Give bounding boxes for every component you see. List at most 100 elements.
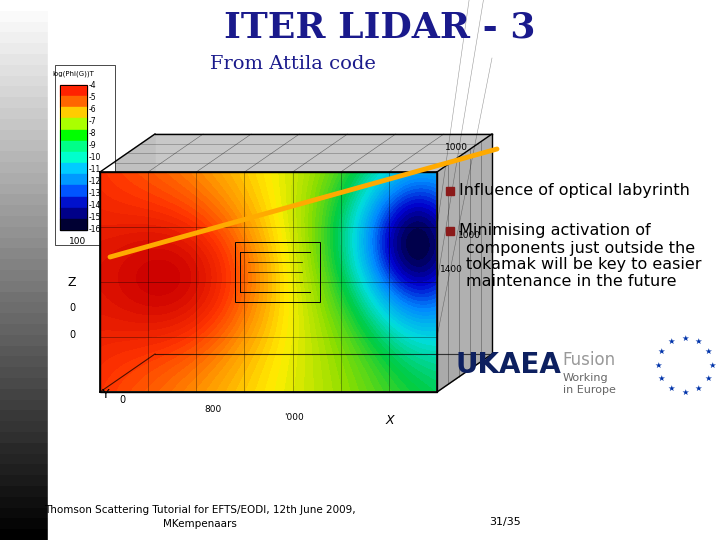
Text: maintenance in the future: maintenance in the future [466, 274, 677, 289]
Text: ★: ★ [681, 388, 689, 396]
Text: Minimising activation of: Minimising activation of [459, 224, 651, 239]
Bar [446, 187, 454, 195]
Point [0, 536, 6, 540]
Text: ITER LIDAR - 3: ITER LIDAR - 3 [224, 11, 536, 45]
Text: log(Phi(G))T: log(Phi(G))T [53, 71, 94, 77]
Text: components just outside the: components just outside the [466, 240, 695, 255]
Text: -4: -4 [89, 80, 96, 90]
Point [0, 536, 6, 540]
Point [0, 536, 6, 540]
Text: UKAEA: UKAEA [455, 351, 561, 379]
Point [0, 536, 6, 540]
Point [0, 536, 6, 540]
Point [0, 536, 6, 540]
Bar [60, 85, 87, 96]
Point [0, 536, 6, 540]
Bar [60, 219, 87, 230]
Point [0, 536, 6, 540]
Point [0, 536, 6, 540]
Point [0, 536, 6, 540]
Point [0, 536, 6, 540]
Point [0, 536, 6, 540]
Point [0, 536, 6, 540]
Point [0, 536, 6, 540]
Text: -11: -11 [89, 165, 102, 174]
Text: -16: -16 [89, 226, 102, 234]
Point [0, 536, 6, 540]
Point [0, 536, 6, 540]
Point [0, 536, 6, 540]
Point [0, 536, 6, 540]
Point [0, 536, 6, 540]
Point [0, 536, 6, 540]
Bar [55, 65, 115, 245]
Point [0, 536, 6, 540]
Text: ★: ★ [667, 384, 675, 393]
Point [0, 536, 6, 540]
Text: ★: ★ [708, 361, 716, 369]
Text: Working
in Europe: Working in Europe [563, 373, 616, 395]
Text: 800: 800 [204, 406, 222, 415]
Text: Z: Z [68, 275, 76, 288]
Point [0, 536, 6, 540]
Bar [60, 141, 87, 152]
Text: -13: -13 [89, 189, 102, 198]
Bar [60, 163, 87, 174]
Text: ★: ★ [658, 374, 665, 383]
Text: 1000: 1000 [445, 143, 468, 152]
Text: 1000: 1000 [458, 231, 481, 240]
Text: -7: -7 [89, 117, 96, 126]
Point [0, 536, 6, 540]
Bar [60, 96, 87, 107]
Point [0, 536, 6, 540]
Text: ★: ★ [695, 337, 702, 346]
Point [0, 536, 6, 540]
Point [0, 536, 6, 540]
Text: ★: ★ [705, 374, 712, 383]
Text: ★: ★ [658, 347, 665, 356]
Text: ★: ★ [695, 384, 702, 393]
Text: 0: 0 [69, 303, 75, 313]
Point [0, 536, 6, 540]
Point [0, 536, 6, 540]
Point [0, 536, 6, 540]
Point [0, 536, 6, 540]
Point [0, 536, 6, 540]
Text: -12: -12 [89, 177, 102, 186]
Text: Fusion: Fusion [562, 351, 615, 369]
Point [0, 536, 6, 540]
Polygon shape [100, 134, 155, 392]
Text: 0: 0 [119, 395, 125, 405]
Text: 1400: 1400 [440, 266, 463, 274]
Text: '000: '000 [284, 414, 304, 422]
Point [0, 536, 6, 540]
Bar [60, 130, 87, 141]
Point [0, 536, 6, 540]
Point [0, 536, 6, 540]
Point [0, 536, 6, 540]
Point [0, 536, 6, 540]
Point [0, 536, 6, 540]
Point [0, 536, 6, 540]
Point [0, 536, 6, 540]
Point [0, 536, 6, 540]
Point [0, 536, 6, 540]
Polygon shape [100, 354, 492, 392]
Point [0, 536, 6, 540]
Text: tokamak will be key to easier: tokamak will be key to easier [466, 258, 701, 273]
Polygon shape [100, 134, 492, 172]
Point [0, 536, 6, 540]
Text: -9: -9 [89, 141, 96, 150]
Point [0, 536, 6, 540]
Bar [60, 197, 87, 208]
Point [0, 536, 6, 540]
Text: ★: ★ [654, 361, 662, 369]
Text: -6: -6 [89, 105, 96, 113]
Text: -10: -10 [89, 153, 102, 162]
Point [0, 536, 6, 540]
Point [0, 536, 6, 540]
Text: 31/35: 31/35 [489, 517, 521, 527]
Point [0, 536, 6, 540]
Point [0, 536, 6, 540]
Point [0, 536, 6, 540]
